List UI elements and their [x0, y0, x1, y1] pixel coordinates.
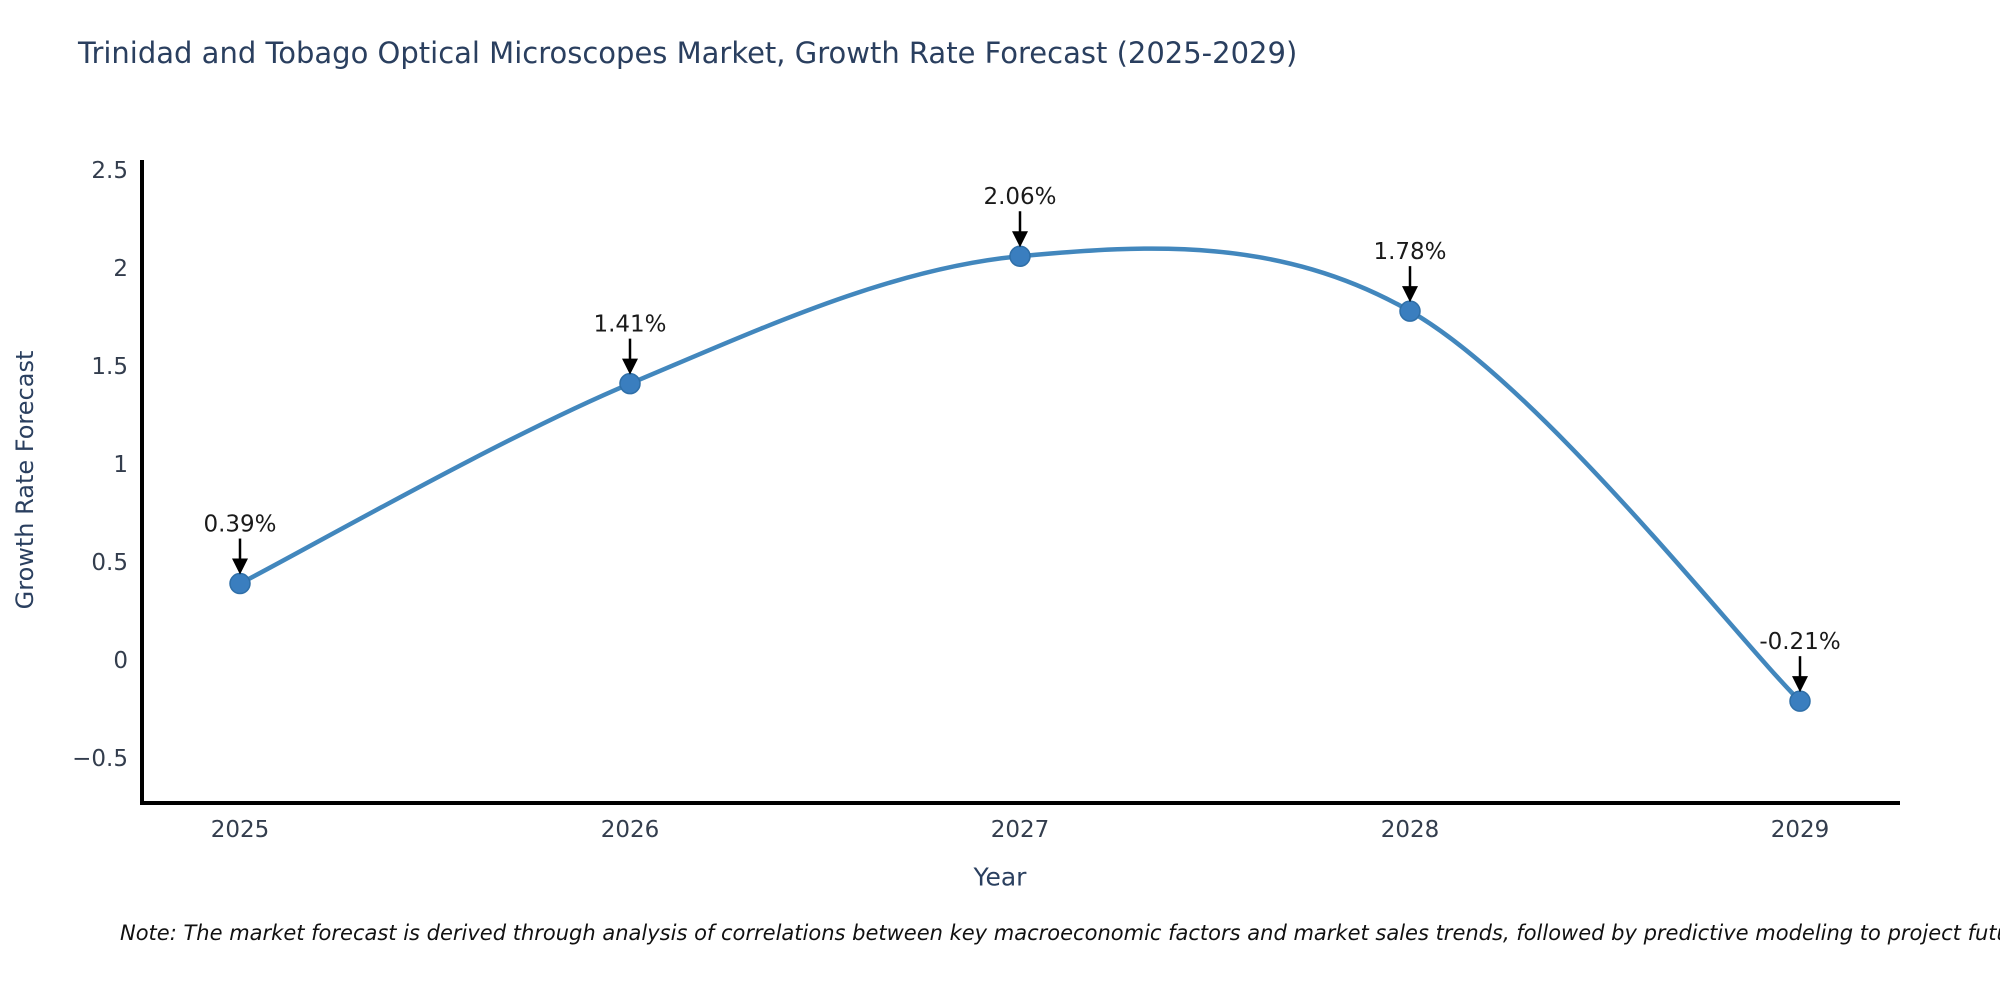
data-point[interactable]: [229, 572, 251, 595]
data-point-group: -0.21%: [1759, 629, 1841, 712]
y-tick-label: 1: [113, 452, 128, 478]
y-tick-label: 2.5: [91, 158, 128, 184]
annotation-arrow-head: [1792, 676, 1808, 693]
x-tick-label: 2026: [601, 817, 660, 843]
y-tick-label: 2: [113, 256, 128, 282]
data-point[interactable]: [1399, 300, 1421, 322]
annotation-arrow-head: [1012, 231, 1028, 248]
annotation-arrow-head: [232, 558, 248, 575]
chart-title: Trinidad and Tobago Optical Microscopes …: [78, 36, 1298, 70]
point-annotation: 1.78%: [1373, 239, 1446, 265]
series-line: [237, 246, 1803, 704]
y-tick-label: 1.5: [91, 354, 128, 380]
data-point-group: 1.78%: [1373, 239, 1447, 322]
data-point-group: 0.39%: [203, 512, 277, 595]
footnote: Note: The market forecast is derived thr…: [120, 921, 2000, 945]
x-tick-label: 2028: [1381, 817, 1440, 843]
data-point[interactable]: [1009, 245, 1031, 267]
annotation-arrow-head: [1402, 286, 1418, 303]
point-annotation: 0.39%: [203, 512, 276, 538]
x-tick-label: 2027: [991, 817, 1050, 843]
data-point[interactable]: [1789, 690, 1811, 712]
x-axis-title: Year: [973, 862, 1027, 892]
point-annotation: -0.21%: [1759, 629, 1840, 655]
y-tick-label: 0.5: [91, 550, 128, 576]
x-tick-label: 2025: [211, 817, 270, 843]
data-point[interactable]: [619, 372, 641, 395]
annotation-arrow-head: [622, 358, 638, 375]
data-point-group: 1.41%: [593, 312, 667, 395]
data-point-group: 2.06%: [983, 184, 1057, 267]
point-annotation: 2.06%: [983, 184, 1056, 210]
point-annotation: 1.41%: [593, 312, 666, 338]
x-tick-label: 2029: [1771, 817, 1830, 843]
y-tick-label: −0.5: [72, 746, 128, 772]
y-tick-label: 0: [113, 648, 128, 674]
